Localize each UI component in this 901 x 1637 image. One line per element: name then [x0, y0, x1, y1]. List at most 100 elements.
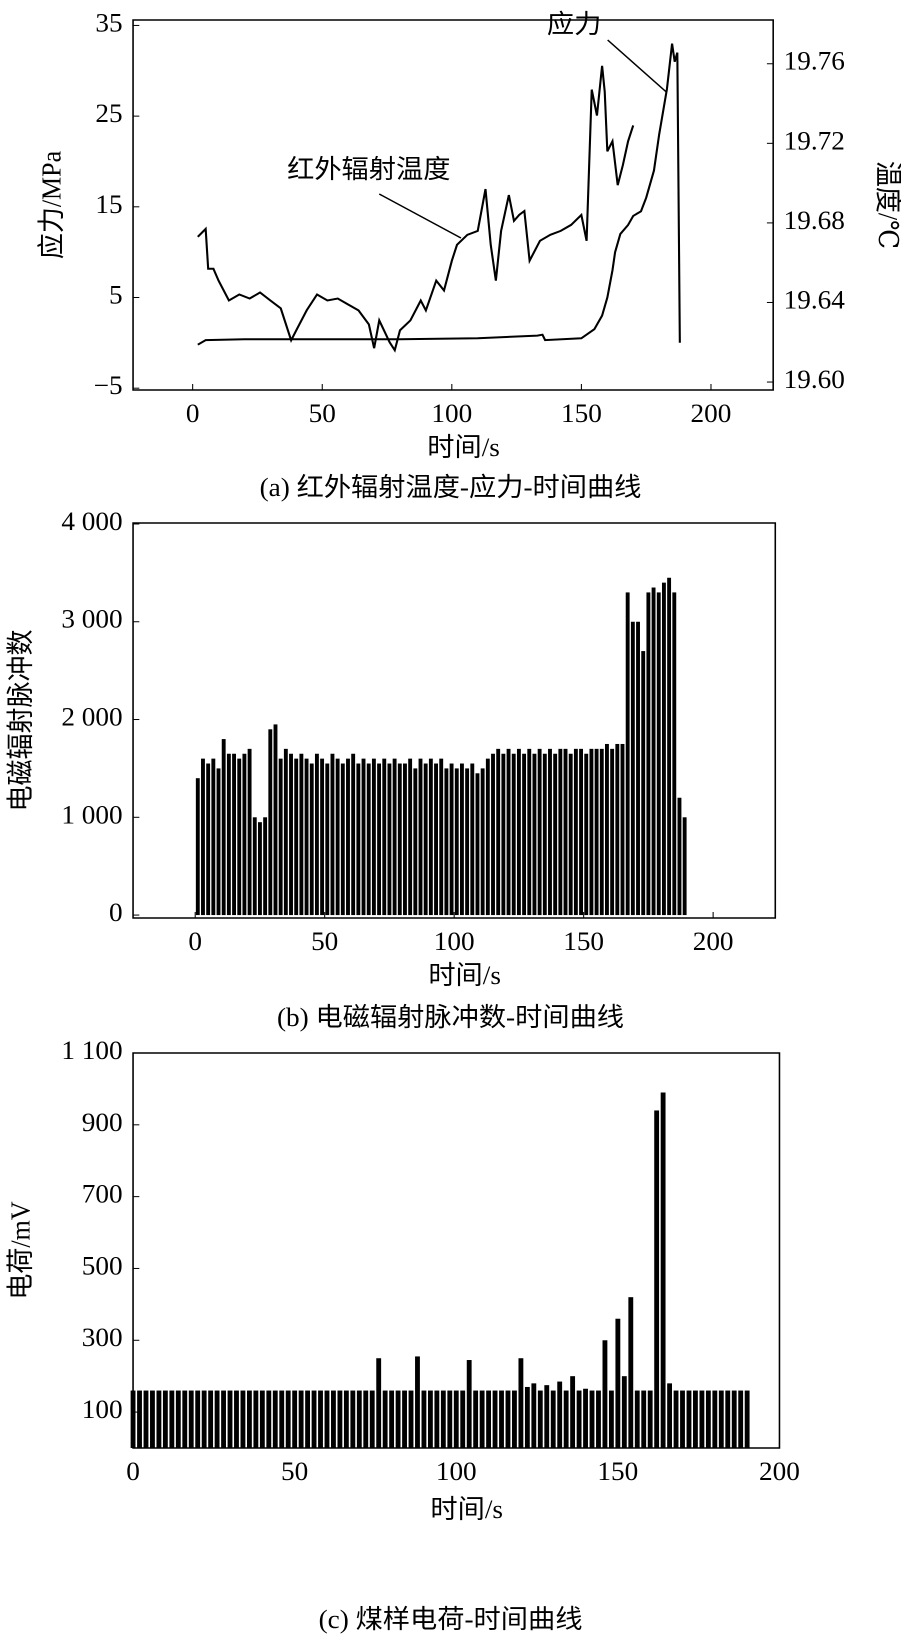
y2-tick-label: 19.64 — [784, 285, 845, 314]
x-tick-label: 150 — [563, 927, 604, 956]
bar — [266, 1390, 272, 1448]
bar — [628, 1297, 634, 1448]
bar — [201, 1390, 207, 1448]
bar — [440, 1390, 446, 1448]
bar — [465, 768, 470, 916]
x-tick-label: 150 — [561, 399, 602, 428]
bar — [318, 1390, 323, 1448]
x-tick-label: 100 — [436, 1457, 477, 1486]
y-axis-label: 应力/MPa — [36, 151, 67, 259]
bar — [563, 748, 568, 916]
bar — [226, 753, 231, 916]
bar — [156, 1390, 162, 1448]
bar — [501, 753, 506, 916]
bar — [169, 1390, 175, 1448]
x-tick-label: 100 — [431, 399, 472, 428]
bar — [454, 768, 459, 916]
y-tick-label: 25 — [95, 99, 122, 128]
y-tick-label: 1 100 — [61, 1036, 122, 1065]
bar — [677, 797, 682, 916]
bar — [667, 577, 672, 916]
y2-tick-label: 19.68 — [784, 205, 845, 234]
bar — [654, 1110, 660, 1448]
bar — [511, 753, 516, 916]
bar — [366, 763, 371, 916]
bar — [413, 768, 418, 916]
bar — [143, 1390, 149, 1448]
bar — [278, 758, 283, 916]
y-tick-label: 300 — [82, 1323, 123, 1352]
bar — [423, 763, 428, 916]
bar — [667, 1383, 673, 1448]
bar — [283, 748, 288, 916]
bar — [216, 768, 221, 916]
bar — [382, 1390, 388, 1448]
bar — [563, 1390, 569, 1448]
bar — [651, 587, 656, 916]
bar — [550, 1390, 556, 1448]
bar — [182, 1390, 188, 1448]
bar — [558, 748, 563, 916]
bar — [449, 763, 454, 916]
bar — [356, 763, 361, 916]
bar — [682, 817, 687, 916]
bar — [731, 1390, 737, 1448]
bar — [397, 763, 402, 916]
bar — [599, 748, 604, 916]
bar — [512, 1390, 517, 1448]
bar — [641, 1390, 647, 1448]
bar — [343, 1390, 349, 1448]
bar — [518, 1358, 524, 1448]
bar — [325, 763, 330, 916]
bar — [259, 1390, 265, 1448]
x-tick-label: 150 — [597, 1457, 638, 1486]
bar — [480, 768, 485, 916]
bar — [292, 1390, 298, 1448]
bar — [304, 758, 309, 916]
bar — [253, 1390, 259, 1448]
x-tick-label: 200 — [759, 1457, 800, 1486]
bar — [596, 1390, 601, 1448]
bar — [258, 822, 262, 916]
bar — [263, 817, 268, 916]
bar — [522, 753, 527, 916]
y2-tick-label: 19.72 — [784, 126, 845, 155]
bar — [630, 621, 635, 916]
x-tick-label: 0 — [186, 399, 200, 428]
bar — [434, 763, 438, 916]
bar — [395, 1390, 401, 1448]
bar — [356, 1390, 362, 1448]
bar — [527, 748, 532, 916]
bar — [568, 753, 573, 916]
bar — [403, 763, 407, 916]
bar — [434, 1390, 440, 1448]
bar — [439, 758, 444, 916]
bar — [625, 592, 630, 916]
bar — [673, 1390, 679, 1448]
x-tick-label: 50 — [309, 399, 336, 428]
x-tick-label: 50 — [311, 927, 338, 956]
bar — [499, 1390, 504, 1448]
x-tick-label: 200 — [691, 399, 732, 428]
bar — [466, 1360, 472, 1448]
bar — [699, 1390, 705, 1448]
annotation: 应力 — [547, 10, 601, 39]
y2-axis-label: 温度/℃ — [873, 161, 901, 249]
bar — [605, 743, 609, 916]
bar — [268, 729, 273, 916]
bar — [548, 748, 552, 916]
bar — [553, 753, 558, 916]
bar — [320, 758, 325, 916]
bar — [252, 817, 257, 916]
bar — [415, 1356, 420, 1448]
bar — [621, 1376, 627, 1448]
bar — [175, 1390, 181, 1448]
y-tick-label: 4 000 — [61, 507, 122, 536]
y-tick-label: 900 — [82, 1107, 123, 1136]
bar — [392, 758, 397, 916]
bar — [505, 1390, 511, 1448]
bar — [725, 1390, 731, 1448]
bar — [289, 753, 293, 916]
bar — [279, 1390, 285, 1448]
